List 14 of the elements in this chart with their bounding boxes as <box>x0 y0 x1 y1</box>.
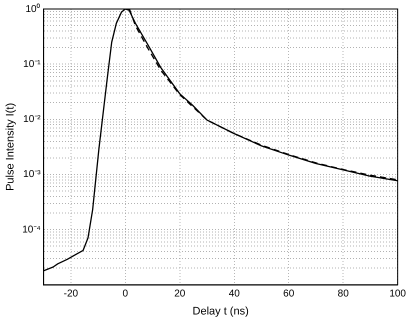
y-tick-label: 10⁻² <box>23 114 42 126</box>
y-tick-label: 10⁰ <box>25 2 41 15</box>
x-axis-title: Delay t (ns) <box>192 305 249 318</box>
x-tick-label: 40 <box>228 288 240 300</box>
x-tick-label: 20 <box>174 288 186 300</box>
x-tick-label: 0 <box>122 288 129 300</box>
x-tick-label: 100 <box>389 288 406 300</box>
x-tick-label: -20 <box>64 288 79 300</box>
y-axis-title: Pulse Intensity I(t) <box>4 102 17 191</box>
y-tick-label: 10⁻³ <box>23 169 42 180</box>
y-tick-label: 10⁻⁴ <box>22 224 41 236</box>
y-tick-label: 10⁻¹ <box>23 58 42 70</box>
x-tick-label: 80 <box>338 288 350 300</box>
x-tick-label: 60 <box>283 288 295 300</box>
